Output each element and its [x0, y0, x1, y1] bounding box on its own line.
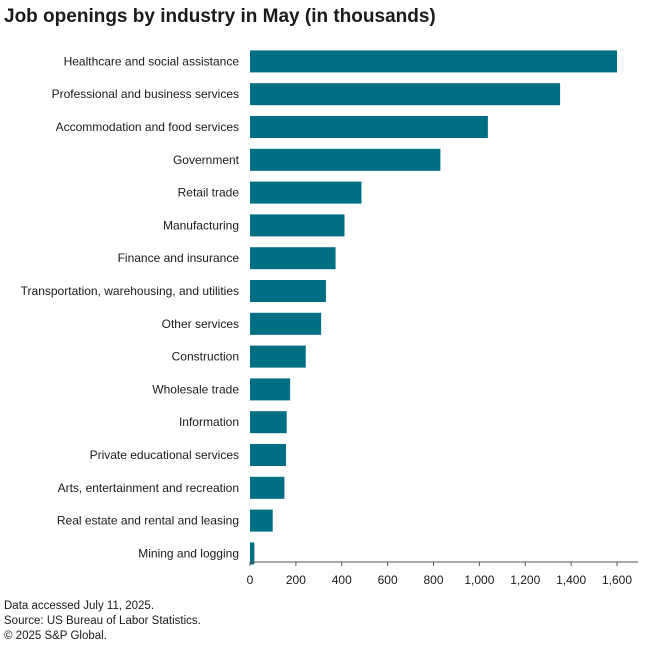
bar — [250, 345, 306, 368]
x-tick-label: 1,200 — [510, 573, 540, 587]
x-tick-label: 200 — [286, 573, 306, 587]
category-label: Construction — [172, 350, 239, 364]
category-label: Finance and insurance — [118, 251, 240, 265]
category-label: Accommodation and food services — [56, 120, 239, 134]
footer-data-accessed: Data accessed July 11, 2025. — [4, 600, 155, 612]
x-tick-label: 1,400 — [556, 573, 586, 587]
bar — [250, 83, 561, 106]
x-tick-label: 1,000 — [464, 573, 494, 587]
x-tick-label: 400 — [332, 573, 352, 587]
category-label: Professional and business services — [52, 87, 239, 101]
bar — [250, 280, 326, 302]
category-label: Transportation, warehousing, and utiliti… — [21, 284, 239, 298]
category-label: Information — [179, 415, 239, 429]
bar — [250, 378, 291, 401]
bar-chart: Healthcare and social assistance Professi… — [21, 50, 638, 587]
bar — [250, 214, 345, 237]
bar — [250, 116, 488, 138]
bar — [250, 148, 441, 171]
bar — [250, 181, 362, 204]
category-label: Wholesale trade — [152, 382, 239, 396]
footer-source: Source: US Bureau of Labor Statistics. — [4, 615, 201, 627]
footer-notes: Data accessed July 11, 2025. Source: US … — [4, 599, 201, 644]
category-label: Private educational services — [90, 448, 239, 462]
x-tick-label: 600 — [378, 573, 398, 587]
x-tick-label: 800 — [423, 573, 443, 587]
category-label: Real estate and rental and leasing — [57, 514, 239, 528]
category-label: Manufacturing — [163, 218, 239, 232]
bar — [250, 476, 285, 499]
category-label: Government — [173, 153, 240, 167]
x-tick-label: 0 — [247, 573, 254, 587]
bar — [250, 509, 273, 532]
bar — [250, 444, 287, 466]
x-axis-ticks: 0 200 400 600 800 1,000 1,200 1,400 1,600 — [247, 562, 632, 587]
category-label: Healthcare and social assistance — [64, 54, 240, 68]
x-tick-label: 1,600 — [602, 573, 632, 587]
category-label: Mining and logging — [138, 546, 239, 560]
category-label: Other services — [162, 317, 239, 331]
category-labels: Healthcare and social assistance Professi… — [21, 54, 240, 560]
bar — [250, 247, 336, 270]
bars — [250, 50, 617, 565]
bar — [250, 542, 255, 565]
category-label: Retail trade — [178, 186, 240, 200]
chart-title: Job openings by industry in May (in thou… — [4, 6, 436, 27]
bar — [250, 50, 617, 73]
category-label: Arts, entertainment and recreation — [58, 481, 239, 495]
bar — [250, 411, 287, 434]
footer-copyright: © 2025 S&P Global. — [4, 630, 107, 642]
bar — [250, 312, 322, 335]
